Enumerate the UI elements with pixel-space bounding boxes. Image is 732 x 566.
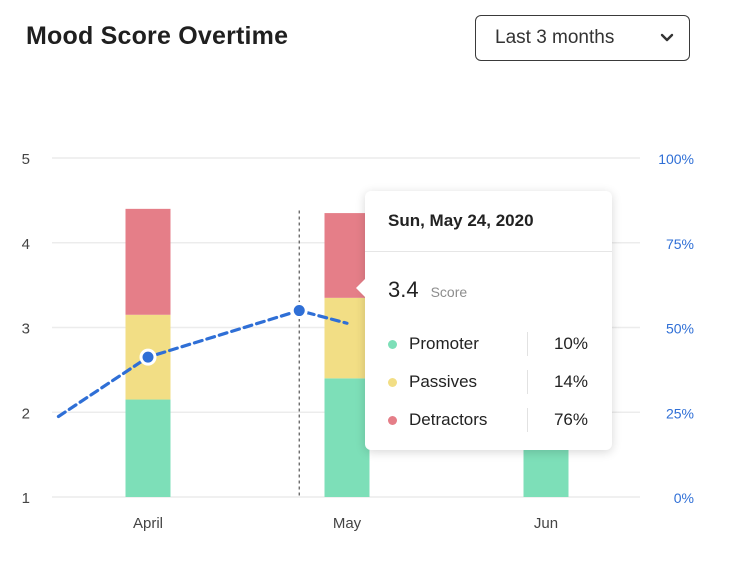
bar-detractors bbox=[125, 208, 171, 315]
chevron-down-icon bbox=[659, 30, 675, 46]
x-tick-label: April bbox=[133, 515, 163, 532]
tooltip-row-percent: 10% bbox=[553, 334, 588, 353]
x-tick-label: May bbox=[333, 515, 362, 532]
score-line bbox=[56, 308, 349, 419]
chart-tooltip: Sun, May 24, 2020 3.4 Score Promoter 10%… bbox=[356, 191, 612, 450]
bar-passives bbox=[324, 297, 370, 379]
promoter-dot-icon bbox=[388, 339, 397, 349]
score-point bbox=[290, 302, 308, 320]
x-tick-label: Jun bbox=[534, 515, 558, 532]
tooltip-divider bbox=[365, 251, 612, 252]
y-left-tick-label: 5 bbox=[22, 151, 30, 168]
y-right-tick-label: 75% bbox=[666, 236, 694, 252]
tooltip-row-separator bbox=[527, 370, 528, 394]
tooltip-row-name: Promoter bbox=[409, 334, 479, 353]
tooltip-score-label: Score bbox=[430, 284, 468, 300]
bar-promoter bbox=[125, 399, 171, 497]
y-left-tick-label: 4 bbox=[22, 236, 30, 253]
y-left-tick-label: 3 bbox=[22, 321, 30, 338]
detractors-dot-icon bbox=[388, 415, 397, 425]
tooltip-row-separator bbox=[527, 408, 528, 432]
y-right-tick-label: 0% bbox=[674, 490, 694, 506]
date-range-select[interactable]: Last 3 months bbox=[475, 15, 690, 61]
y-left-tick-label: 2 bbox=[22, 405, 30, 422]
date-range-select-value: Last 3 months bbox=[495, 27, 615, 48]
tooltip-row-passives: Passives 14% bbox=[388, 369, 598, 395]
tooltip-date: Sun, May 24, 2020 bbox=[388, 211, 534, 230]
tooltip-row-name: Passives bbox=[409, 372, 478, 391]
tooltip-score-value: 3.4 bbox=[388, 277, 419, 302]
tooltip-score: 3.4 Score bbox=[388, 277, 467, 303]
y-right-tick-label: 25% bbox=[666, 405, 694, 421]
tooltip-row-detractors: Detractors 76% bbox=[388, 407, 598, 433]
chart-title: Mood Score Overtime bbox=[26, 22, 289, 50]
passives-dot-icon bbox=[388, 377, 397, 387]
tooltip-row-name: Detractors bbox=[409, 410, 488, 429]
tooltip-row-promoter: Promoter 10% bbox=[388, 331, 598, 357]
tooltip-row-percent: 76% bbox=[553, 410, 588, 429]
bar-promoter bbox=[324, 378, 370, 497]
score-point bbox=[139, 348, 157, 366]
y-right-tick-label: 100% bbox=[658, 151, 694, 167]
y-right-tick-label: 50% bbox=[666, 321, 694, 337]
tooltip-row-percent: 14% bbox=[553, 372, 588, 391]
tooltip-row-separator bbox=[527, 332, 528, 356]
y-left-tick-label: 1 bbox=[22, 490, 30, 507]
